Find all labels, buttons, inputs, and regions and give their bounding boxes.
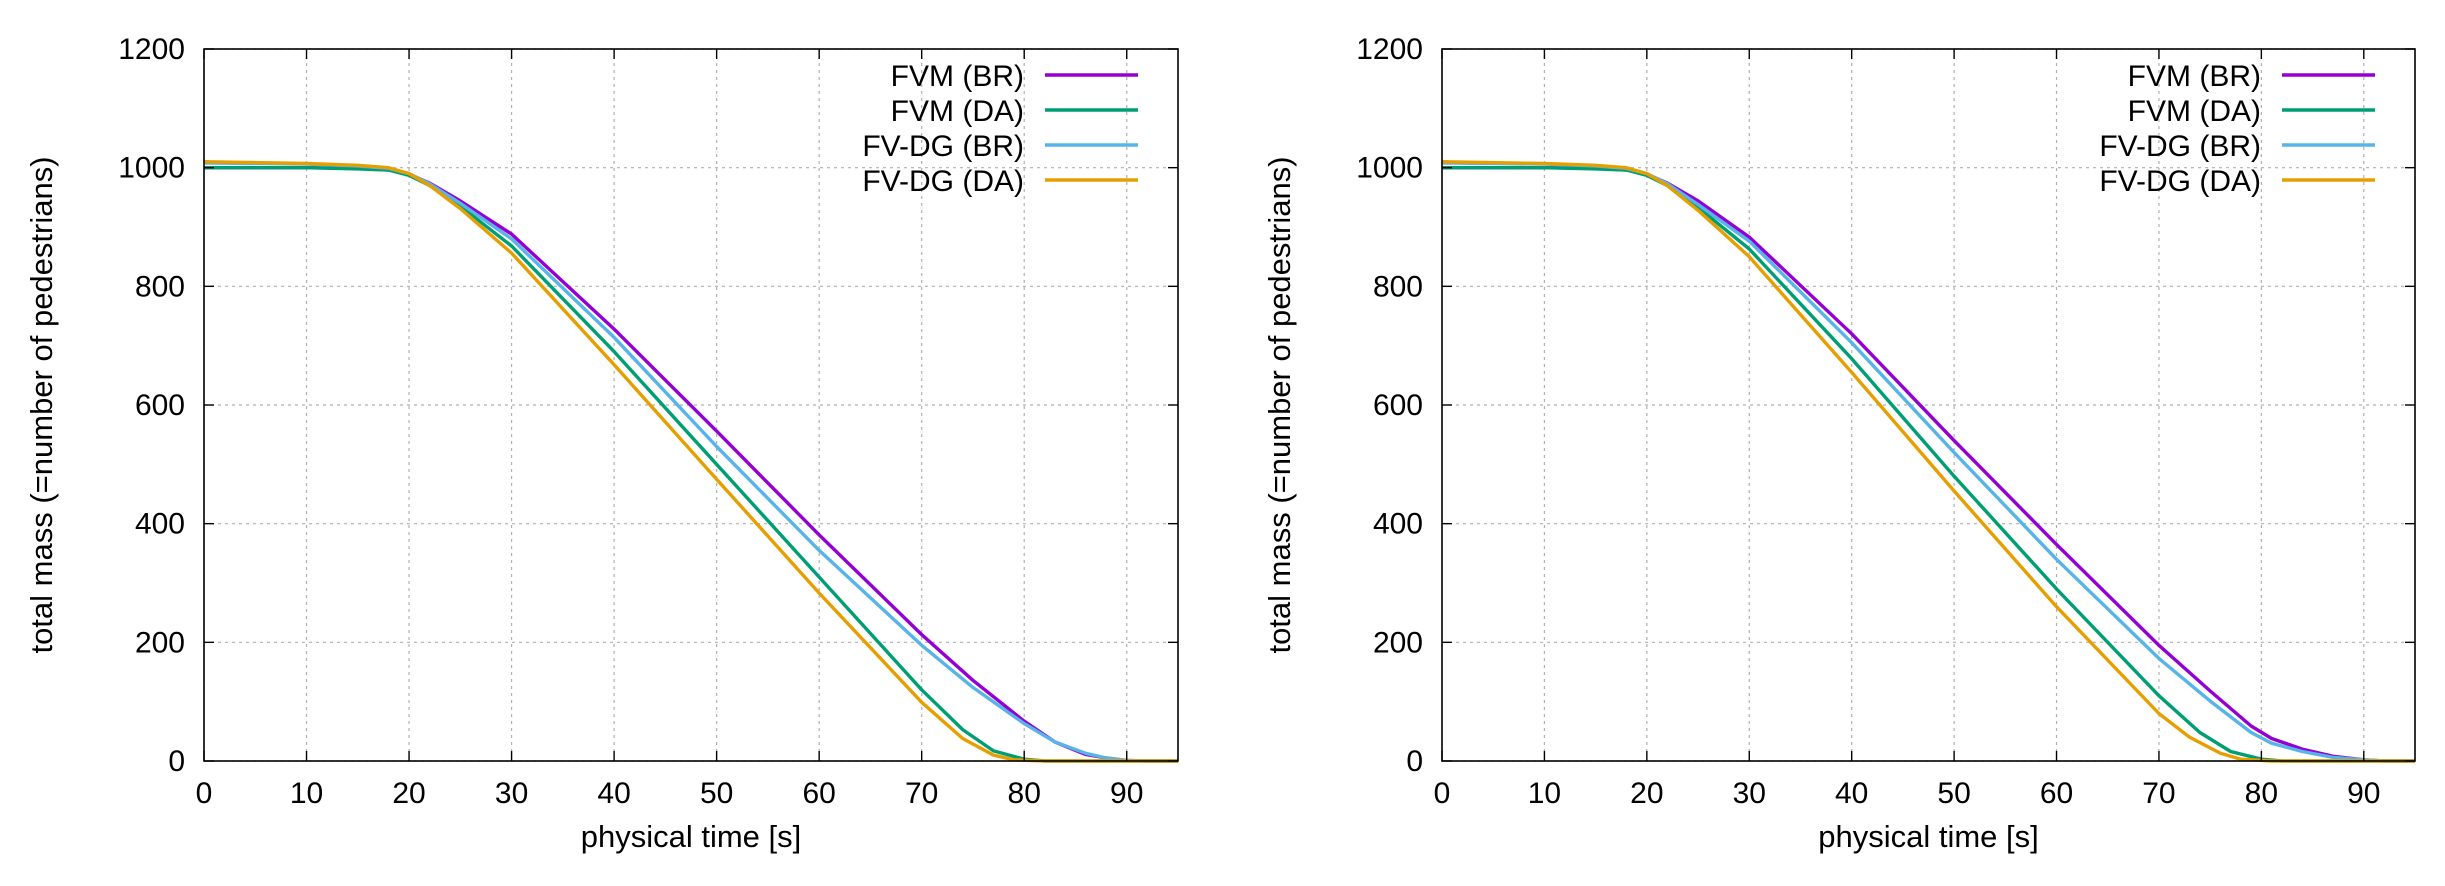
- legend-label: FVM (BR): [2128, 60, 2261, 93]
- y-axis-label: total mass (=number of pedestrians): [24, 156, 59, 653]
- x-tick-label: 90: [1110, 777, 1143, 810]
- x-tick-label: 50: [1937, 777, 1970, 810]
- y-tick-label: 1000: [1356, 152, 1423, 185]
- y-tick-label: 400: [1373, 508, 1423, 541]
- y-tick-label: 800: [135, 270, 185, 303]
- legend-label: FV-DG (BR): [2099, 130, 2261, 163]
- y-tick-label: 200: [1373, 626, 1423, 659]
- series-line-2: [204, 165, 1178, 763]
- x-axis-label: physical time [s]: [581, 819, 802, 854]
- legend-label: FV-DG (DA): [862, 165, 1024, 198]
- x-tick-label: 80: [1008, 777, 1041, 810]
- y-axis-label: total mass (=number of pedestrians): [1262, 156, 1297, 653]
- y-tick-label: 1200: [118, 33, 185, 66]
- y-tick-label: 200: [135, 626, 185, 659]
- x-tick-label: 40: [1835, 777, 1868, 810]
- series-line-1: [204, 165, 1178, 763]
- x-tick-label: 30: [495, 777, 528, 810]
- x-tick-label: 70: [2142, 777, 2175, 810]
- chart-panel-1: 0 10 20 30 40 50 60 70 80 90 0 200 400 600 800 1000 1200…: [24, 33, 1179, 854]
- series-line-1: [1442, 165, 2415, 763]
- x-tick-label: 0: [196, 777, 213, 810]
- x-tick-label: 40: [597, 777, 630, 810]
- series-line-2: [1442, 165, 2415, 763]
- y-tick-label: 0: [1406, 745, 1423, 778]
- legend-label: FVM (BR): [891, 60, 1024, 93]
- x-tick-label: 10: [1528, 777, 1561, 810]
- x-tick-label: 10: [290, 777, 323, 810]
- chart-panel-2: 0 10 20 30 40 50 60 70 80 90 0 200 400 600 800 1000 1200…: [1262, 33, 2416, 854]
- legend-label: FV-DG (DA): [2099, 165, 2261, 198]
- x-tick-label: 50: [700, 777, 733, 810]
- y-tick-label: 600: [1373, 389, 1423, 422]
- y-tick-label: 1200: [1356, 33, 1423, 66]
- y-tick-label: 0: [168, 745, 185, 778]
- x-tick-label: 60: [802, 777, 835, 810]
- legend-label: FVM (DA): [2128, 95, 2261, 128]
- x-tick-label: 90: [2347, 777, 2380, 810]
- x-tick-label: 70: [905, 777, 938, 810]
- y-tick-label: 400: [135, 508, 185, 541]
- series-line-3: [203, 161, 1178, 763]
- y-tick-label: 800: [1373, 270, 1423, 303]
- legend: FVM (BR)FVM (DA)FV-DG (BR)FV-DG (DA): [2099, 60, 2375, 198]
- legend: FVM (BR)FVM (DA)FV-DG (BR)FV-DG (DA): [862, 60, 1138, 198]
- x-tick-label: 20: [1630, 777, 1663, 810]
- x-tick-label: 60: [2040, 777, 2073, 810]
- y-tick-label: 1000: [118, 152, 185, 185]
- legend-label: FV-DG (BR): [862, 130, 1024, 163]
- legend-label: FVM (DA): [891, 95, 1024, 128]
- x-tick-label: 20: [392, 777, 425, 810]
- x-tick-label: 0: [1434, 777, 1451, 810]
- x-axis-label: physical time [s]: [1818, 819, 2039, 854]
- series-line-4: [1441, 160, 2415, 763]
- y-tick-label: 600: [135, 389, 185, 422]
- series-line-4: [203, 160, 1178, 763]
- x-tick-label: 80: [2245, 777, 2278, 810]
- x-tick-label: 30: [1733, 777, 1766, 810]
